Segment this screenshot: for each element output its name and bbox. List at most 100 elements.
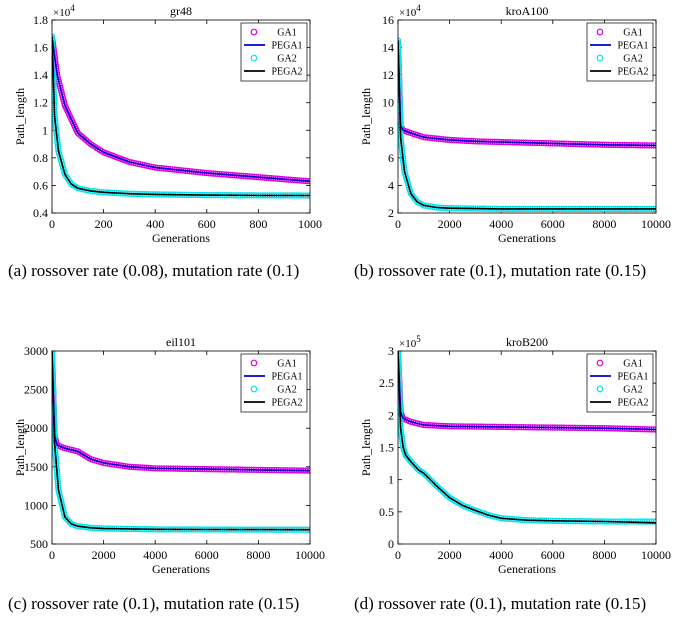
exponent-label: ×105 — [399, 334, 421, 350]
x-tick-label: 10000 — [641, 548, 671, 562]
x-tick-label: 0 — [49, 217, 55, 231]
y-tick-label: 12 — [382, 68, 394, 82]
y-tick-label: 1 — [388, 473, 394, 487]
legend-label-pega1: PEGA1 — [271, 41, 302, 52]
legend-marker-ga2 — [596, 54, 604, 62]
x-tick-label: 8000 — [592, 217, 616, 231]
y-tick-label: 2 — [388, 206, 394, 220]
line-pega2 — [52, 351, 310, 531]
exponent-label: ×104 — [53, 3, 75, 19]
y-tick-label: 14 — [382, 41, 394, 55]
caption-a: (a) rossover rate (0.08), mutation rate … — [8, 261, 300, 280]
chart-kroA100: 0 2000 4000 6000 8000 10000 2 4 6 8 10 12 14 16 ×104 kr… — [359, 3, 671, 245]
line-pega2 — [52, 36, 310, 197]
caption-d: (d) rossover rate (0.1), mutation rate (… — [354, 594, 647, 613]
legend-label-pega2: PEGA2 — [271, 398, 302, 409]
marker-ga2 — [422, 471, 429, 478]
legend: GA1 PEGA1 GA2 PEGA2 — [586, 353, 654, 413]
legend: GA1 PEGA1 GA2 PEGA2 — [240, 22, 308, 82]
line-pega1 — [52, 36, 310, 183]
legend-label-pega2: PEGA2 — [271, 67, 302, 78]
x-tick-label: 4000 — [489, 548, 513, 562]
chart-title: kroB200 — [506, 335, 548, 349]
legend-marker-ga2 — [596, 385, 604, 393]
chart-title: eil101 — [166, 335, 196, 349]
y-axis-label: Path_length — [13, 419, 27, 476]
legend-label-pega2: PEGA2 — [617, 67, 648, 78]
axes-frame — [397, 19, 657, 214]
legend-label-ga1: GA1 — [623, 28, 642, 39]
y-tick-label: 0.4 — [33, 206, 48, 220]
x-tick-label: 8000 — [246, 548, 270, 562]
y-tick-label: 0 — [388, 537, 394, 551]
marker-ga2 — [410, 461, 418, 469]
legend-label-ga2: GA2 — [277, 54, 296, 65]
y-tick-label: 0.6 — [33, 178, 48, 192]
y-tick-label: 1.8 — [33, 13, 48, 27]
marker-ga2 — [409, 460, 416, 467]
y-tick-label: 2.5 — [379, 376, 394, 390]
caption-c: (c) rossover rate (0.1), mutation rate (… — [8, 594, 300, 613]
marker-ga2 — [639, 518, 646, 525]
legend-label-ga2: GA2 — [623, 385, 642, 396]
chart-panel-gr48: 0 200 400 600 800 1000 0.4 0.6 0.8 1 1.2 1.4 1.6 1.8 ×… — [0, 0, 346, 256]
y-tick-label: 2 — [388, 408, 394, 422]
line-pega1 — [398, 351, 656, 431]
marker-ga2 — [643, 518, 651, 525]
x-tick-label: 0 — [395, 548, 401, 562]
legend-label-pega1: PEGA1 — [617, 372, 648, 383]
marker-ga2 — [637, 518, 644, 525]
x-tick-label: 1000 — [298, 217, 322, 231]
legend-marker-ga1 — [250, 359, 258, 367]
y-tick-label: 1500 — [24, 460, 48, 474]
chart-panel-kroA100: 0 2000 4000 6000 8000 10000 2 4 6 8 10 12 14 16 ×104 kr… — [346, 0, 692, 256]
exponent-label: ×104 — [399, 3, 421, 19]
marker-ga2 — [650, 518, 656, 525]
chart-panel-kroB200: 0 2000 4000 6000 8000 10000 0 0.5 1 1.5 2 2.5 3 ×105 k… — [346, 331, 692, 587]
y-tick-label: 4 — [388, 178, 394, 192]
y-tick-label: 0.8 — [33, 151, 48, 165]
x-tick-label: 400 — [146, 217, 164, 231]
marker-ga2 — [427, 476, 434, 483]
marker-ga2 — [63, 515, 70, 522]
x-tick-label: 10000 — [641, 217, 671, 231]
legend-marker-ga1 — [596, 28, 604, 36]
x-tick-label: 800 — [249, 217, 267, 231]
series-group — [52, 351, 310, 533]
x-tick-label: 200 — [95, 217, 113, 231]
legend-marker-ga1 — [596, 359, 604, 367]
x-tick-label: 0 — [49, 548, 55, 562]
y-tick-label: 2000 — [24, 421, 48, 435]
legend-label-ga2: GA2 — [277, 385, 296, 396]
x-axis-label: Generations — [498, 231, 556, 245]
y-axis-label: Path_length — [359, 419, 373, 476]
legend: GA1 PEGA1 GA2 PEGA2 — [240, 353, 308, 413]
chart-panel-eil101: 0 2000 4000 6000 8000 10000 500 1000 1500 2000 250… — [0, 331, 346, 587]
line-pega1 — [52, 351, 310, 472]
y-tick-label: 16 — [382, 13, 394, 27]
x-tick-label: 600 — [198, 217, 216, 231]
legend-label-pega1: PEGA1 — [617, 41, 648, 52]
chart-title: kroA100 — [506, 4, 549, 18]
y-axis-label: Path_length — [359, 88, 373, 145]
marker-ga2 — [412, 463, 419, 470]
x-tick-label: 8000 — [592, 548, 616, 562]
chart-gr48: 0 200 400 600 800 1000 0.4 0.6 0.8 1 1.2 1.4 1.6 1.8 ×… — [13, 3, 322, 245]
x-axis-label: Generations — [152, 562, 210, 576]
y-tick-label: 10 — [382, 96, 394, 110]
y-tick-label: 6 — [388, 151, 394, 165]
x-tick-label: 6000 — [541, 548, 565, 562]
legend-label-pega2: PEGA2 — [617, 398, 648, 409]
line-pega2 — [398, 40, 656, 210]
series-group — [52, 33, 310, 199]
y-tick-label: 1000 — [24, 498, 48, 512]
x-axis-label: Generations — [152, 231, 210, 245]
chart-kroB200: 0 2000 4000 6000 8000 10000 0 0.5 1 1.5 2 2.5 3 ×105 k… — [359, 334, 671, 576]
chart-title: gr48 — [170, 4, 192, 18]
chart-eil101: 0 2000 4000 6000 8000 10000 500 1000 1500 2000 250… — [13, 335, 325, 576]
axes-frame — [51, 19, 311, 214]
y-tick-label: 0.5 — [379, 505, 394, 519]
caption-b: (b) rossover rate (0.1), mutation rate (… — [354, 261, 647, 280]
legend-marker-ga2 — [250, 54, 258, 62]
marker-ga2 — [641, 518, 648, 525]
